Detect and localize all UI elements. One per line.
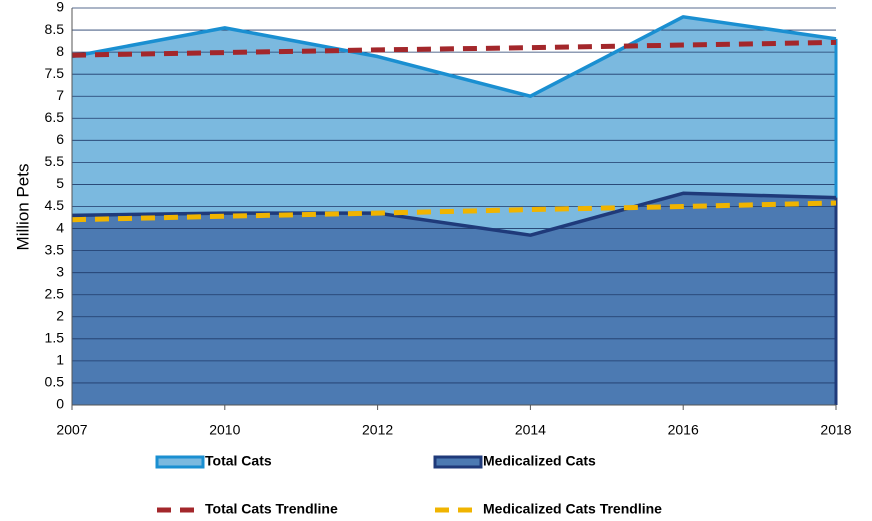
y-tick-label: 2: [56, 307, 64, 323]
y-tick-label: 4.5: [45, 197, 65, 213]
trend-line: [71, 200, 837, 223]
legend-label: Medicalized Cats: [483, 453, 596, 469]
area-line: [71, 15, 837, 98]
y-tick-label: 4: [56, 219, 64, 235]
y-tick-label: 1: [56, 352, 64, 368]
x-tick-label: 2016: [668, 422, 699, 438]
y-tick-label: 2.5: [45, 285, 65, 301]
area-line: [71, 191, 837, 237]
y-tick-label: 8.5: [45, 21, 65, 37]
y-tick-label: 9: [56, 0, 64, 15]
x-tick-label: 2014: [515, 422, 546, 438]
y-tick-label: 3.5: [45, 241, 65, 257]
y-tick-label: 0: [56, 396, 64, 412]
y-tick-label: 5: [56, 175, 64, 191]
y-tick-label: 7.5: [45, 65, 65, 81]
x-tick-label: 2018: [820, 422, 851, 438]
legend-swatch: [433, 455, 483, 469]
y-tick-label: 6.5: [45, 109, 65, 125]
y-tick-label: 8: [56, 43, 64, 59]
trend-line: [71, 39, 837, 58]
y-axis-label: Million Pets: [13, 164, 32, 251]
y-tick-label: 5.5: [45, 153, 65, 169]
legend-label: Medicalized Cats Trendline: [483, 501, 662, 517]
area-fill: [72, 193, 836, 405]
legend-label: Total Cats Trendline: [205, 501, 338, 517]
x-tick-label: 2010: [209, 422, 240, 438]
y-tick-label: 0.5: [45, 374, 65, 390]
x-tick-label: 2007: [56, 422, 87, 438]
y-tick-label: 6: [56, 131, 64, 147]
x-tick-label: 2012: [362, 422, 393, 438]
y-tick-label: 1.5: [45, 330, 65, 346]
legend-swatch: [155, 455, 205, 469]
y-tick-label: 7: [56, 87, 64, 103]
y-tick-label: 3: [56, 263, 64, 279]
legend-label: Total Cats: [205, 453, 272, 469]
